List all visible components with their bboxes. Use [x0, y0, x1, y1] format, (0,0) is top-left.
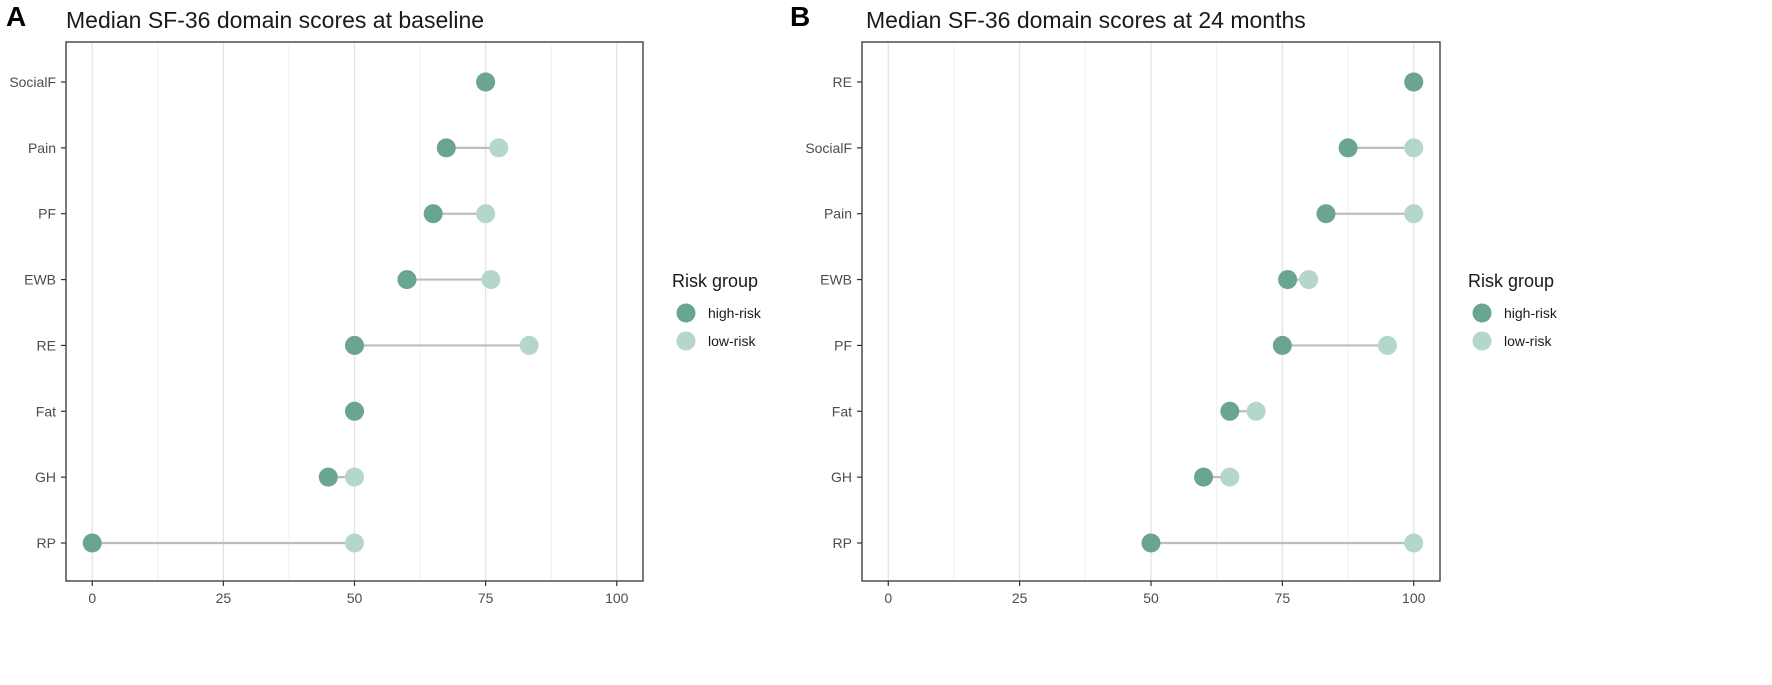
point-low-risk-gh [345, 467, 364, 487]
y-tick-label-pf: PF [38, 206, 56, 222]
y-tick-label-pf: PF [834, 337, 852, 353]
point-high-risk-gh [1194, 467, 1214, 487]
point-low-risk-rp [1404, 533, 1424, 553]
point-high-risk-pain [436, 138, 456, 158]
panel-a: A Median SF-36 domain scores at baseline 0… [6, 1, 762, 606]
y-tick-label-re: RE [37, 337, 56, 353]
point-high-risk-ewb [1278, 270, 1298, 290]
x-tick-label: 0 [884, 590, 892, 606]
y-tick-label-ewb: EWB [24, 272, 56, 288]
y-tick-label-rp: RP [833, 535, 852, 551]
point-low-risk-pf [476, 204, 496, 224]
x-tick-label: 100 [605, 590, 629, 606]
y-tick-label-fat: Fat [36, 403, 56, 419]
y-tick-label-fat: Fat [832, 403, 852, 419]
legend: Risk group high-risk low-risk [1468, 271, 1558, 351]
legend: Risk group high-risk low-risk [672, 271, 762, 351]
point-high-risk-rp [82, 533, 102, 553]
point-low-risk-re [519, 335, 539, 355]
y-tick-label-ewb: EWB [820, 272, 852, 288]
legend-title: Risk group [1468, 271, 1554, 291]
point-high-risk-pf [423, 204, 443, 224]
y-tick-label-rp: RP [37, 535, 56, 551]
x-tick-label: 25 [216, 590, 232, 606]
legend-swatch-low-risk [676, 331, 696, 351]
point-low-risk-ewb [481, 270, 501, 290]
panel-title: Median SF-36 domain scores at 24 months [866, 7, 1306, 33]
point-high-risk-fat [345, 401, 364, 421]
point-low-risk-ewb [1299, 270, 1319, 290]
y-tick-label-pain: Pain [824, 206, 852, 222]
panel-title: Median SF-36 domain scores at baseline [66, 7, 484, 33]
point-low-risk-pf [1377, 335, 1397, 355]
x-tick-label: 75 [478, 590, 494, 606]
point-low-risk-pain [489, 138, 509, 158]
point-high-risk-pf [1272, 335, 1292, 355]
y-tick-label-gh: GH [35, 469, 56, 485]
point-low-risk-rp [345, 533, 364, 553]
legend-label-high-risk: high-risk [708, 305, 762, 321]
x-tick-label: 50 [1143, 590, 1159, 606]
x-tick-label: 25 [1012, 590, 1028, 606]
point-low-risk-fat [1246, 401, 1266, 421]
legend-title: Risk group [672, 271, 758, 291]
x-tick-label: 50 [347, 590, 363, 606]
point-high-risk-ewb [397, 270, 417, 290]
y-tick-label-gh: GH [831, 469, 852, 485]
legend-swatch-high-risk [676, 303, 696, 323]
x-tick-label: 75 [1275, 590, 1291, 606]
y-tick-label-pain: Pain [28, 140, 56, 156]
point-high-risk-fat [1220, 401, 1240, 421]
x-tick-label: 0 [88, 590, 96, 606]
legend-label-high-risk: high-risk [1504, 305, 1558, 321]
y-tick-label-re: RE [833, 74, 852, 90]
legend-label-low-risk: low-risk [708, 333, 756, 349]
legend-label-low-risk: low-risk [1504, 333, 1552, 349]
y-tick-label-socialf: SocialF [9, 74, 56, 90]
point-high-risk-rp [1141, 533, 1161, 553]
legend-swatch-high-risk [1472, 303, 1492, 323]
point-high-risk-pain [1316, 204, 1336, 224]
panel-letter: A [6, 1, 26, 32]
panel-b: B Median SF-36 domain scores at 24 months… [790, 1, 1558, 606]
point-low-risk-gh [1220, 467, 1240, 487]
point-high-risk-socialf [476, 72, 496, 92]
point-high-risk-socialf [1338, 138, 1358, 158]
x-tick-label: 100 [1402, 590, 1426, 606]
legend-swatch-low-risk [1472, 331, 1492, 351]
point-low-risk-socialf [1404, 138, 1424, 158]
point-high-risk-re [1404, 72, 1424, 92]
point-low-risk-pain [1404, 204, 1424, 224]
panel-letter: B [790, 1, 810, 32]
y-tick-label-socialf: SocialF [805, 140, 852, 156]
point-high-risk-re [345, 335, 364, 355]
point-high-risk-gh [318, 467, 338, 487]
